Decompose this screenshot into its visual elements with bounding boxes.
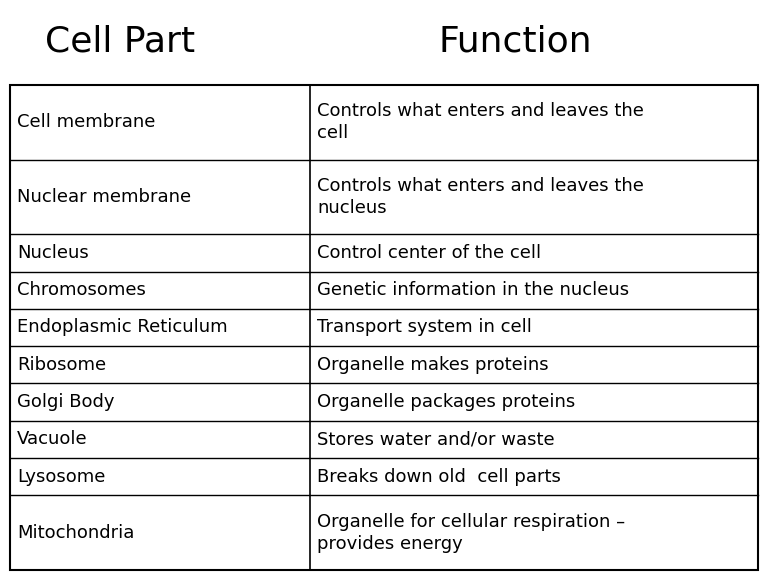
Text: Vacuole: Vacuole <box>17 430 88 449</box>
Text: Control center of the cell: Control center of the cell <box>317 244 541 262</box>
Text: Ribosome: Ribosome <box>17 356 106 374</box>
Text: Function: Function <box>439 25 592 59</box>
Text: Genetic information in the nucleus: Genetic information in the nucleus <box>317 281 630 299</box>
Text: Controls what enters and leaves the
nucleus: Controls what enters and leaves the nucl… <box>317 177 644 217</box>
Text: Transport system in cell: Transport system in cell <box>317 319 532 336</box>
Text: Breaks down old  cell parts: Breaks down old cell parts <box>317 468 561 486</box>
Bar <box>10 85 758 570</box>
Text: Cell membrane: Cell membrane <box>17 113 155 131</box>
Text: Golgi Body: Golgi Body <box>17 393 114 411</box>
Text: Chromosomes: Chromosomes <box>17 281 146 299</box>
Text: Nucleus: Nucleus <box>17 244 89 262</box>
Text: Lysosome: Lysosome <box>17 468 105 486</box>
Text: Organelle makes proteins: Organelle makes proteins <box>317 356 549 374</box>
Text: Mitochondria: Mitochondria <box>17 524 134 541</box>
Text: Stores water and/or waste: Stores water and/or waste <box>317 430 555 449</box>
Text: Endoplasmic Reticulum: Endoplasmic Reticulum <box>17 319 227 336</box>
Text: Organelle for cellular respiration –
provides energy: Organelle for cellular respiration – pro… <box>317 513 625 553</box>
Text: Organelle packages proteins: Organelle packages proteins <box>317 393 575 411</box>
Text: Cell Part: Cell Part <box>45 25 195 59</box>
Text: Nuclear membrane: Nuclear membrane <box>17 188 191 206</box>
Text: Controls what enters and leaves the
cell: Controls what enters and leaves the cell <box>317 102 644 142</box>
